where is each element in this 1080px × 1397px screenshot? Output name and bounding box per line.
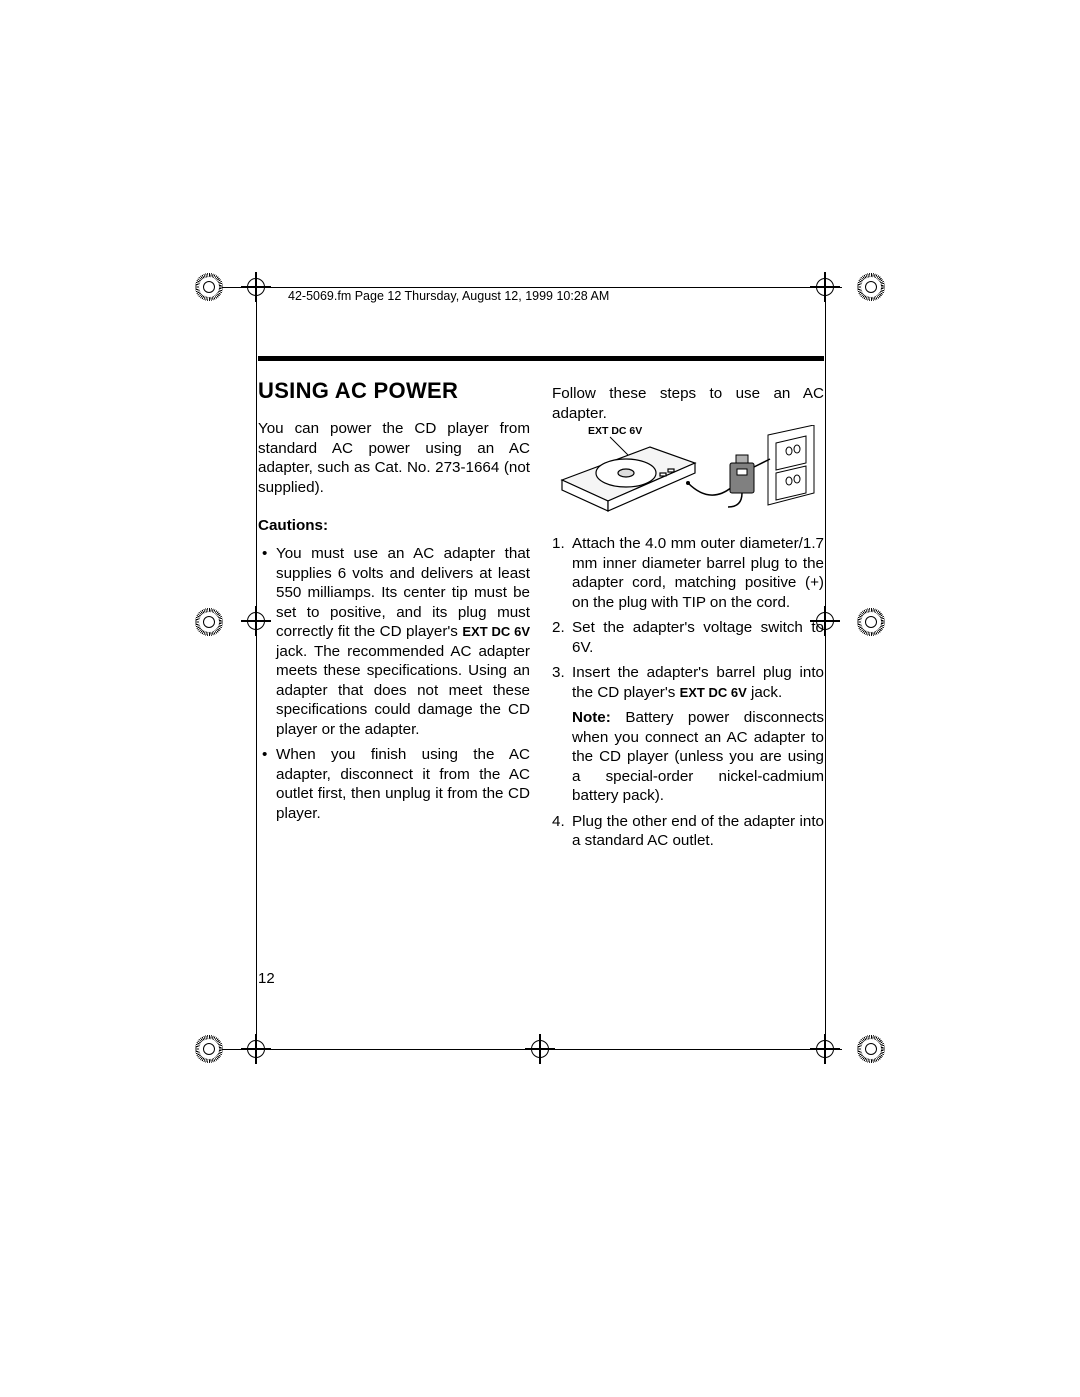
step-text: Set the adapter's voltage switch to 6V. xyxy=(572,618,824,657)
step-item: 4. Plug the other end of the adapter int… xyxy=(552,812,824,851)
step-item: 2. Set the adapter's voltage switch to 6… xyxy=(552,618,824,657)
reg-line xyxy=(825,300,826,1040)
step-number: 4. xyxy=(552,812,565,832)
cautions-heading: Cautions: xyxy=(258,516,530,536)
steps-intro: Follow these steps to use an AC adapter. xyxy=(552,384,824,423)
reg-cross-icon xyxy=(243,1036,269,1062)
header-meta-text: 42-5069.fm Page 12 Thursday, August 12, … xyxy=(288,289,609,303)
jack-label: EXT DC 6V xyxy=(462,624,530,639)
reg-radial-icon xyxy=(195,608,223,636)
cd-player-adapter-diagram xyxy=(550,425,826,520)
reg-radial-icon xyxy=(857,608,885,636)
jack-label: EXT DC 6V xyxy=(680,685,747,700)
intro-paragraph: You can power the CD player from standar… xyxy=(258,419,530,497)
step-text: Insert the adapter's barrel plug into th… xyxy=(572,663,824,702)
section-title: USING AC POWER xyxy=(258,378,458,404)
page: 42-5069.fm Page 12 Thursday, August 12, … xyxy=(0,0,1080,1397)
step-text: Plug the other end of the adapter into a… xyxy=(572,812,824,851)
reg-cross-icon xyxy=(812,274,838,300)
reg-cross-icon xyxy=(812,1036,838,1062)
cautions-list: You must use an AC adapter that supplies… xyxy=(258,544,530,823)
step-item: 1. Attach the 4.0 mm outer diameter/1.7 … xyxy=(552,534,824,612)
reg-radial-icon xyxy=(195,1035,223,1063)
step-note: Note: Battery power disconnects when you… xyxy=(572,708,824,806)
caution-text: jack. The recommended AC adapter meets t… xyxy=(276,643,530,738)
caution-text: When you finish using the AC adapter, di… xyxy=(276,746,530,822)
steps-list: 1. Attach the 4.0 mm outer diameter/1.7 … xyxy=(552,534,824,851)
reg-radial-icon xyxy=(857,273,885,301)
reg-radial-icon xyxy=(857,1035,885,1063)
step-number: 3. xyxy=(552,663,565,683)
step-number: 2. xyxy=(552,618,565,638)
section-rule xyxy=(258,356,824,361)
note-label: Note: xyxy=(572,709,611,726)
page-number: 12 xyxy=(258,970,275,987)
reg-radial-icon xyxy=(195,273,223,301)
reg-cross-icon xyxy=(527,1036,553,1062)
step-text: Attach the 4.0 mm outer diameter/1.7 mm … xyxy=(572,534,824,612)
step-number: 1. xyxy=(552,534,565,554)
reg-line xyxy=(256,300,257,1040)
reg-line xyxy=(222,287,842,288)
caution-item: You must use an AC adapter that supplies… xyxy=(258,544,530,739)
reg-cross-icon xyxy=(243,274,269,300)
caution-item: When you finish using the AC adapter, di… xyxy=(258,745,530,823)
step-item: 3. Insert the adapter's barrel plug into… xyxy=(552,663,824,806)
